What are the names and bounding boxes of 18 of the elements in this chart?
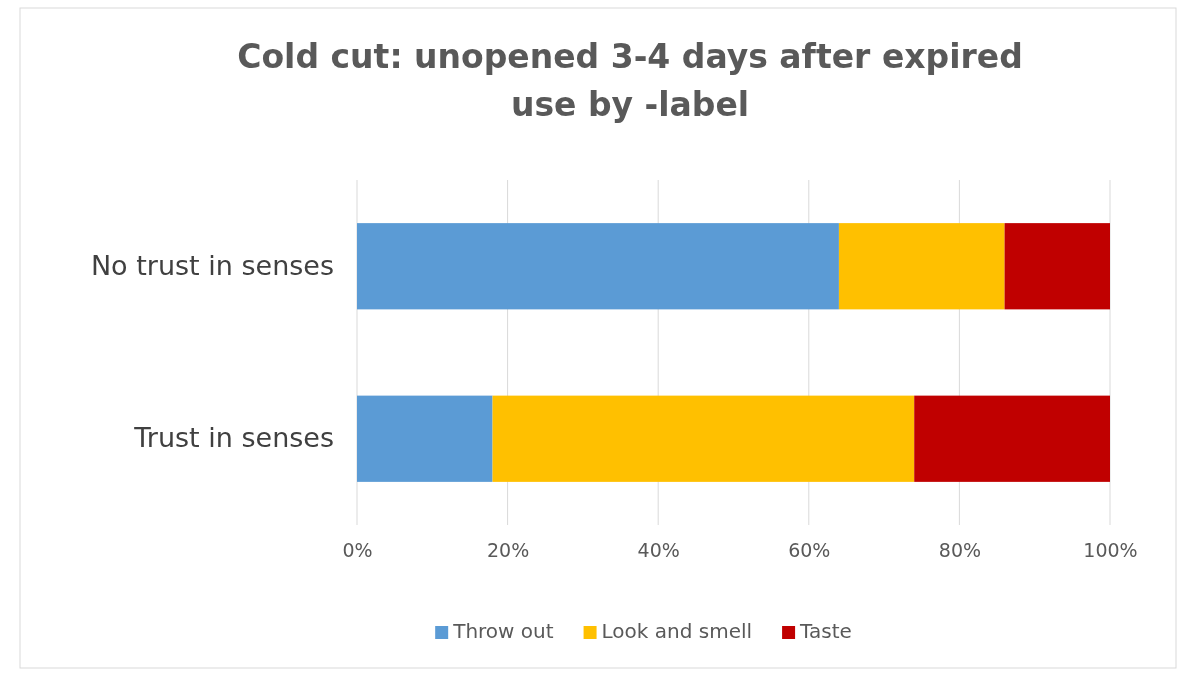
x-tick-label: 20% xyxy=(486,538,530,561)
y-tick-label: Trust in senses xyxy=(133,422,334,454)
x-tick-label: 60% xyxy=(788,538,831,561)
bar xyxy=(1004,223,1110,310)
bar xyxy=(357,223,839,310)
bar xyxy=(357,395,493,482)
bar xyxy=(838,223,1005,310)
bar xyxy=(914,395,1110,482)
bar xyxy=(492,395,915,482)
x-tick-label: 80% xyxy=(938,538,982,561)
x-tick-label: 40% xyxy=(637,538,680,561)
y-tick-label: No trust in senses xyxy=(90,249,334,281)
chart-title: Cold cut: unopened 3-4 days after expired use by -label xyxy=(237,37,1023,124)
legend-label: Taste xyxy=(799,619,852,643)
x-tick-label: 100% xyxy=(1083,538,1138,561)
legend-label: Throw out xyxy=(452,619,554,643)
legend-label: Look and smell xyxy=(601,619,753,643)
x-tick-label: 0% xyxy=(342,538,373,561)
